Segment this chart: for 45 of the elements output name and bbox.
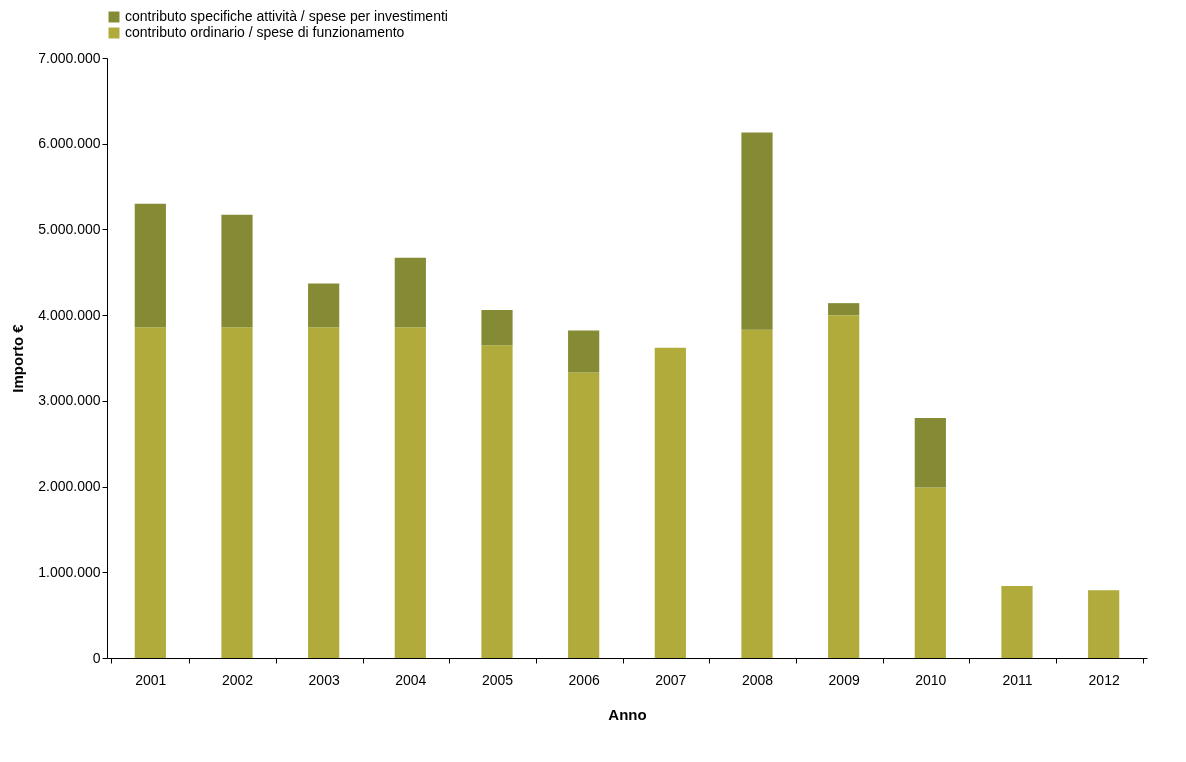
x-tick-label: 2005 [481, 671, 514, 688]
bar [308, 283, 340, 328]
y-tick-label: 0 [92, 649, 101, 666]
x-tick-label: 2002 [221, 671, 254, 688]
x-tick-label: 2007 [655, 671, 687, 688]
bar [1088, 590, 1120, 658]
x-tick-label: 2004 [395, 671, 427, 688]
y-tick-label: 6.000.000 [38, 135, 101, 152]
bar [568, 330, 600, 373]
x-tick-label: 2008 [741, 671, 774, 688]
bar [914, 487, 946, 658]
bar [394, 327, 426, 658]
bar [308, 327, 340, 658]
bar [221, 214, 253, 328]
bar [394, 257, 426, 328]
x-tick-label: 2011 [1002, 671, 1033, 688]
x-tick-label: 2010 [915, 671, 947, 688]
x-tick-label: 2009 [828, 671, 860, 688]
y-tick-label: 4.000.000 [38, 306, 101, 323]
bar [134, 327, 166, 658]
y-tick-label: 1.000.000 [38, 563, 101, 580]
bar [221, 327, 253, 658]
x-tick-label: 2003 [308, 671, 340, 688]
y-tick-label: 5.000.000 [38, 220, 101, 237]
bar [741, 329, 773, 658]
bar [828, 315, 860, 658]
bar [481, 310, 513, 346]
x-tick-label: 2012 [1088, 671, 1120, 688]
bar [654, 347, 686, 658]
y-axis-title: Importo € [9, 323, 27, 393]
x-axis-title: Anno [608, 705, 647, 723]
y-tick-label: 2.000.000 [38, 478, 101, 495]
legend-label: contributo specifiche attività / spese per investimenti [125, 8, 448, 24]
bar [481, 345, 513, 658]
x-tick-label: 2006 [568, 671, 600, 688]
bar [134, 203, 166, 328]
x-tick-label: 2001 [135, 671, 167, 688]
bar [1001, 586, 1033, 658]
y-tick-label: 3.000.000 [38, 392, 101, 409]
legend-label: contributo ordinario / spese di funzionamento [125, 24, 405, 40]
bar [914, 418, 946, 488]
y-tick-label: 7.000.000 [38, 49, 101, 66]
bar [828, 303, 860, 316]
bar [568, 372, 600, 658]
bar [741, 132, 773, 330]
